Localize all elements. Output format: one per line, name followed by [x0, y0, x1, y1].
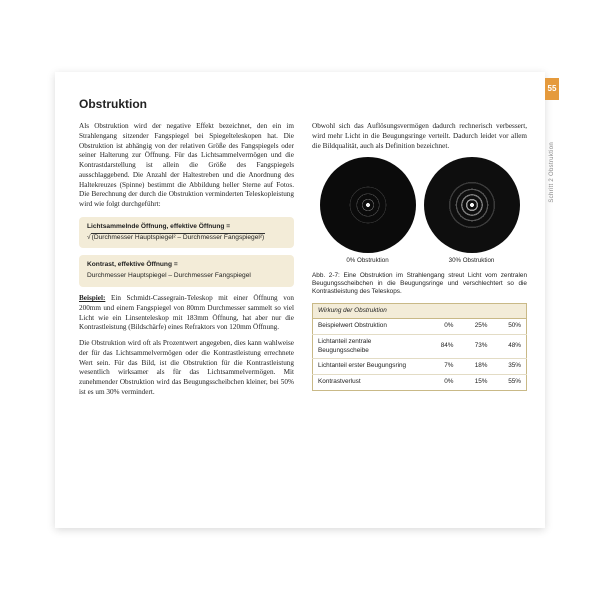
- table-cell-label: Beispielwert Obstruktion: [313, 319, 425, 335]
- formula-light-gathering: Lichtsammelnde Öffnung, effektive Öffnun…: [79, 217, 294, 249]
- formula-body-2: Durchmesser Hauptspiegel – Durchmesser F…: [87, 272, 286, 281]
- table-cell: 0%: [425, 319, 459, 335]
- intro-paragraph: Als Obstruktion wird der negative Effekt…: [79, 122, 294, 209]
- formula-body-1: √(Durchmesser Hauptspiegel² – Durchmesse…: [87, 234, 286, 243]
- table-title: Wirkung der Obstruktion: [313, 303, 527, 319]
- table-cell: 48%: [493, 334, 527, 358]
- formula-1-expr: (Durchmesser Hauptspiegel² – Durchmesser…: [91, 233, 266, 241]
- airy-disc-30pct: [424, 157, 520, 253]
- document-page: 55 Schritt 2 Obstruktion Obstruktion Als…: [55, 72, 545, 528]
- table-cell-label: Lichtanteil erster Beugungsring: [313, 359, 425, 375]
- disc-labels: 0% Obstruktion 30% Obstruktion: [312, 257, 527, 265]
- airy-disc-0pct: [320, 157, 416, 253]
- left-column: Als Obstruktion wird der negative Effekt…: [79, 122, 294, 403]
- right-intro: Obwohl sich das Auflösungsvermögen dadur…: [312, 122, 527, 151]
- obstruction-table: Wirkung der Obstruktion Beispielwert Obs…: [312, 303, 527, 391]
- figure-caption: Abb. 2-7: Eine Obstruktion im Strahlenga…: [312, 272, 527, 297]
- table-header-row: Wirkung der Obstruktion: [313, 303, 527, 319]
- table-cell: 15%: [459, 374, 493, 390]
- table-cell: 55%: [493, 374, 527, 390]
- table-row: Kontrastverlust 0% 15% 55%: [313, 374, 527, 390]
- example-paragraph: Beispiel: Ein Schmidt-Cassegrain-Telesko…: [79, 294, 294, 333]
- table-cell-label: Lichtanteil zentrale Beugungsscheibe: [313, 334, 425, 358]
- example-text: Ein Schmidt-Cassegrain-Teleskop mit eine…: [79, 294, 294, 331]
- table-cell: 35%: [493, 359, 527, 375]
- percent-paragraph: Die Obstruktion wird oft als Prozentwert…: [79, 339, 294, 397]
- disc-label-30: 30% Obstruktion: [424, 257, 520, 265]
- side-label: Schritt 2 Obstruktion: [548, 142, 556, 203]
- table-cell: 50%: [493, 319, 527, 335]
- page-title: Obstruktion: [79, 96, 527, 112]
- airy-disc-diagrams: [312, 157, 527, 253]
- content-columns: Als Obstruktion wird der negative Effekt…: [79, 122, 527, 403]
- table-row: Lichtanteil erster Beugungsring 7% 18% 3…: [313, 359, 527, 375]
- table-cell: 18%: [459, 359, 493, 375]
- formula-title-1: Lichtsammelnde Öffnung, effektive Öffnun…: [87, 223, 286, 232]
- disc-label-0: 0% Obstruktion: [320, 257, 416, 265]
- page-number-tab: 55: [545, 78, 559, 100]
- example-label: Beispiel:: [79, 294, 105, 302]
- table-cell: 25%: [459, 319, 493, 335]
- table-cell: 84%: [425, 334, 459, 358]
- formula-contrast: Kontrast, effektive Öffnung = Durchmesse…: [79, 255, 294, 287]
- table-cell: 73%: [459, 334, 493, 358]
- right-column: Obwohl sich das Auflösungsvermögen dadur…: [312, 122, 527, 403]
- formula-title-2: Kontrast, effektive Öffnung =: [87, 261, 286, 270]
- table-row: Beispielwert Obstruktion 0% 25% 50%: [313, 319, 527, 335]
- table-cell-label: Kontrastverlust: [313, 374, 425, 390]
- table-row: Lichtanteil zentrale Beugungsscheibe 84%…: [313, 334, 527, 358]
- table-cell: 7%: [425, 359, 459, 375]
- table-cell: 0%: [425, 374, 459, 390]
